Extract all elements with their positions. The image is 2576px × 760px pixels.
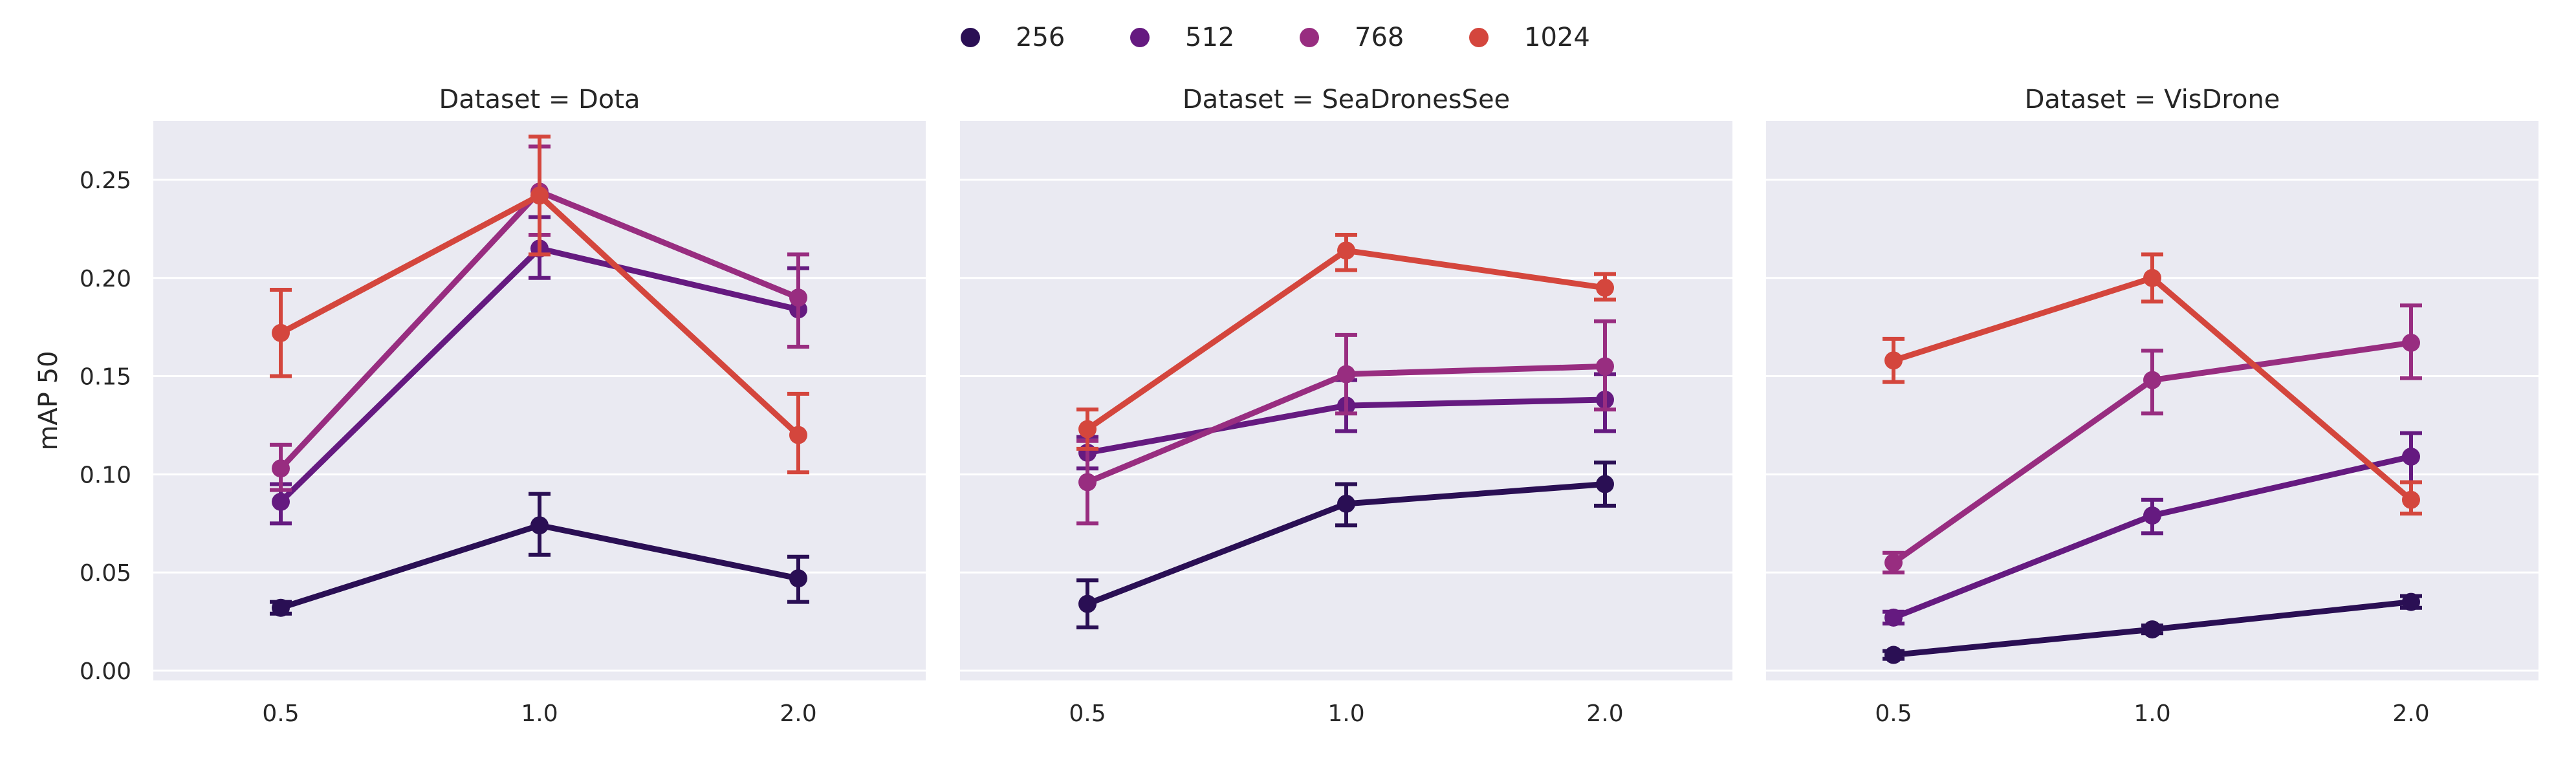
panel-title: Dataset = VisDrone [2025, 85, 2280, 114]
data-point [1595, 475, 1614, 494]
y-tick-label: 0.15 [80, 364, 131, 391]
data-point [1078, 473, 1097, 492]
data-point [1337, 494, 1355, 513]
data-point [272, 598, 290, 617]
data-point [272, 459, 290, 478]
data-point [1078, 594, 1097, 613]
x-tick-label: 1.0 [1327, 700, 1364, 727]
y-axis-label: mAP 50 [34, 351, 63, 450]
legend-marker-512 [1130, 28, 1150, 47]
data-point [1595, 278, 1614, 297]
series-256 [1883, 592, 2422, 664]
data-point [2143, 371, 2161, 389]
data-point [1884, 351, 1903, 370]
data-point [2143, 268, 2161, 287]
x-tick-label: 0.5 [1875, 700, 1912, 727]
legend-marker-256 [961, 28, 980, 47]
y-tick-label: 0.10 [80, 462, 131, 488]
x-tick-label: 0.5 [1069, 700, 1106, 727]
data-point [1337, 241, 1355, 260]
legend-marker-768 [1300, 28, 1319, 47]
x-tick-label: 2.0 [2392, 700, 2429, 727]
data-point [2401, 592, 2420, 611]
data-point [1884, 553, 1903, 572]
data-point [2401, 448, 2420, 466]
data-point [789, 288, 807, 307]
legend-label-512: 512 [1185, 23, 1234, 52]
x-tick-label: 1.0 [521, 700, 558, 727]
series-256 [1076, 461, 1616, 630]
legend-marker-1024 [1469, 28, 1489, 47]
legend-label-256: 256 [1016, 23, 1065, 52]
data-point [272, 323, 290, 342]
data-point [530, 516, 549, 535]
series-1024 [270, 135, 809, 475]
panel-title: Dataset = Dota [439, 85, 640, 114]
x-tick-label: 2.0 [780, 700, 816, 727]
data-point [789, 426, 807, 444]
data-point [2401, 333, 2420, 352]
data-point [1595, 357, 1614, 376]
series-512 [1883, 431, 2422, 627]
y-tick-label: 0.05 [80, 560, 131, 587]
x-tick-label: 0.5 [262, 700, 299, 727]
legend-label-1024: 1024 [1524, 23, 1590, 52]
data-point [1337, 365, 1355, 384]
data-point [789, 569, 807, 588]
series-768 [1883, 303, 2422, 575]
y-tick-label: 0.25 [80, 168, 131, 194]
panel-1: Dataset = Dota 0.5 1.0 2.0 [153, 85, 926, 727]
data-point [272, 492, 290, 511]
y-tick-label: 0.00 [80, 658, 131, 685]
data-point [2143, 620, 2161, 639]
data-point [1078, 420, 1097, 439]
series-1024 [1883, 252, 2422, 516]
panel-3: Dataset = VisDrone 0.5 1.0 2.0 [1766, 85, 2538, 727]
series-1024 [1076, 233, 1616, 451]
series-768 [1076, 319, 1616, 526]
x-tick-label: 2.0 [1586, 700, 1623, 727]
panel-2: Dataset = SeaDronesSee 0.5 1.0 2.0 [960, 85, 1732, 727]
data-point [2143, 506, 2161, 525]
legend-label-768: 768 [1355, 23, 1404, 52]
x-tick-label: 1.0 [2134, 700, 2170, 727]
series-256 [270, 492, 809, 617]
data-point [530, 186, 549, 205]
y-tick-label: 0.20 [80, 266, 131, 292]
data-point [1884, 646, 1903, 664]
panel-title: Dataset = SeaDronesSee [1183, 85, 1510, 114]
data-point [1884, 608, 1903, 627]
data-point [2401, 490, 2420, 509]
